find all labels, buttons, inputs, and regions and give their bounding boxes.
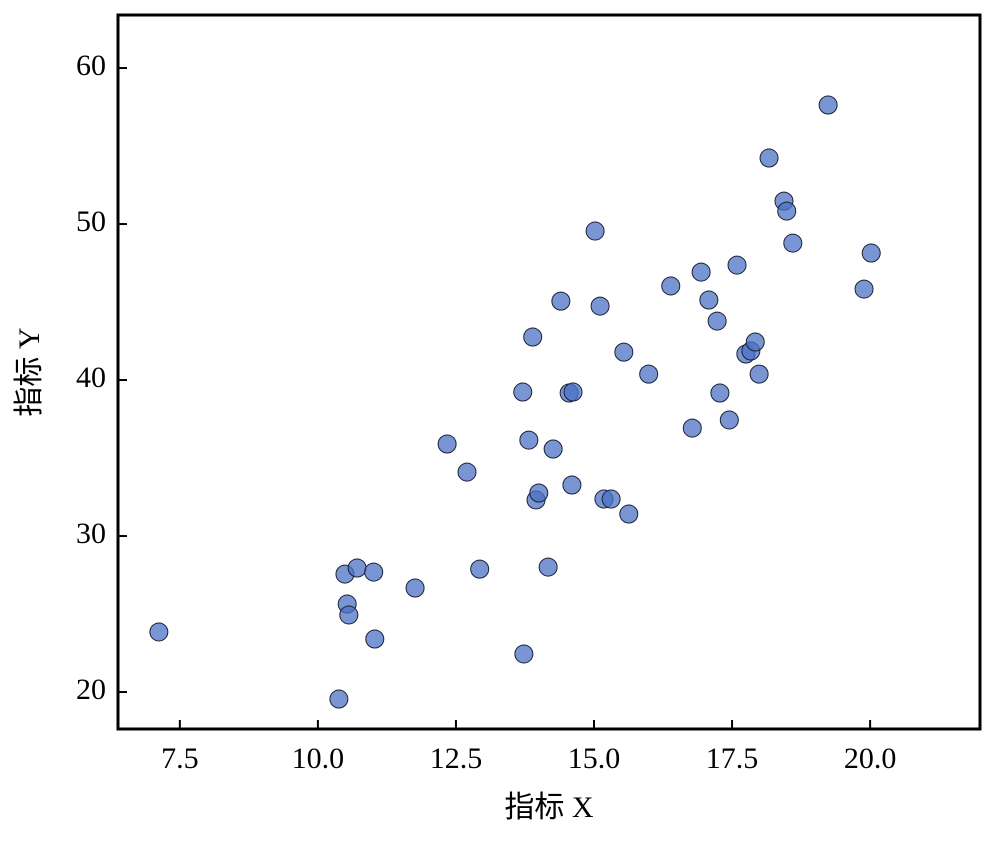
point (661, 276, 681, 296)
point (149, 622, 169, 642)
point (364, 562, 384, 582)
point (691, 262, 711, 282)
point (529, 483, 549, 503)
x-tick-label: 12.5 (430, 742, 483, 775)
point (854, 279, 874, 299)
point (347, 558, 367, 578)
point (513, 382, 533, 402)
point (749, 364, 769, 384)
point (519, 430, 539, 450)
point (707, 311, 727, 331)
y-tick-label: 60 (76, 49, 106, 82)
x-axis-label: 指标 X (504, 791, 593, 824)
point (365, 629, 385, 649)
point (719, 410, 739, 430)
point (562, 475, 582, 495)
x-tick-label: 15.0 (568, 742, 621, 775)
point (699, 290, 719, 310)
y-tick-label: 50 (76, 205, 106, 238)
point (639, 364, 659, 384)
point (601, 489, 621, 509)
point (514, 644, 534, 664)
point (563, 382, 583, 402)
point (590, 296, 610, 316)
point (619, 504, 639, 524)
y-tick-label: 40 (76, 361, 106, 394)
y-tick-label: 20 (76, 673, 106, 706)
x-tick-label: 7.5 (161, 742, 199, 775)
point (777, 201, 797, 221)
point (585, 221, 605, 241)
point (405, 578, 425, 598)
point (727, 255, 747, 275)
point (329, 689, 349, 709)
y-axis-label: 指标 Y (13, 327, 46, 416)
point (538, 557, 558, 577)
plot-frame (116, 13, 982, 731)
point (614, 342, 634, 362)
point (457, 462, 477, 482)
point (437, 434, 457, 454)
x-tick-label: 10.0 (292, 742, 345, 775)
x-tick-label: 20.0 (844, 742, 897, 775)
point (861, 243, 881, 263)
point (759, 148, 779, 168)
point (470, 559, 490, 579)
point (783, 233, 803, 253)
y-tick-label: 30 (76, 517, 106, 550)
point (818, 95, 838, 115)
point (745, 332, 765, 352)
point (682, 418, 702, 438)
point (551, 291, 571, 311)
point (523, 327, 543, 347)
point (543, 439, 563, 459)
point (710, 383, 730, 403)
point (339, 605, 359, 625)
x-tick-label: 17.5 (706, 742, 759, 775)
